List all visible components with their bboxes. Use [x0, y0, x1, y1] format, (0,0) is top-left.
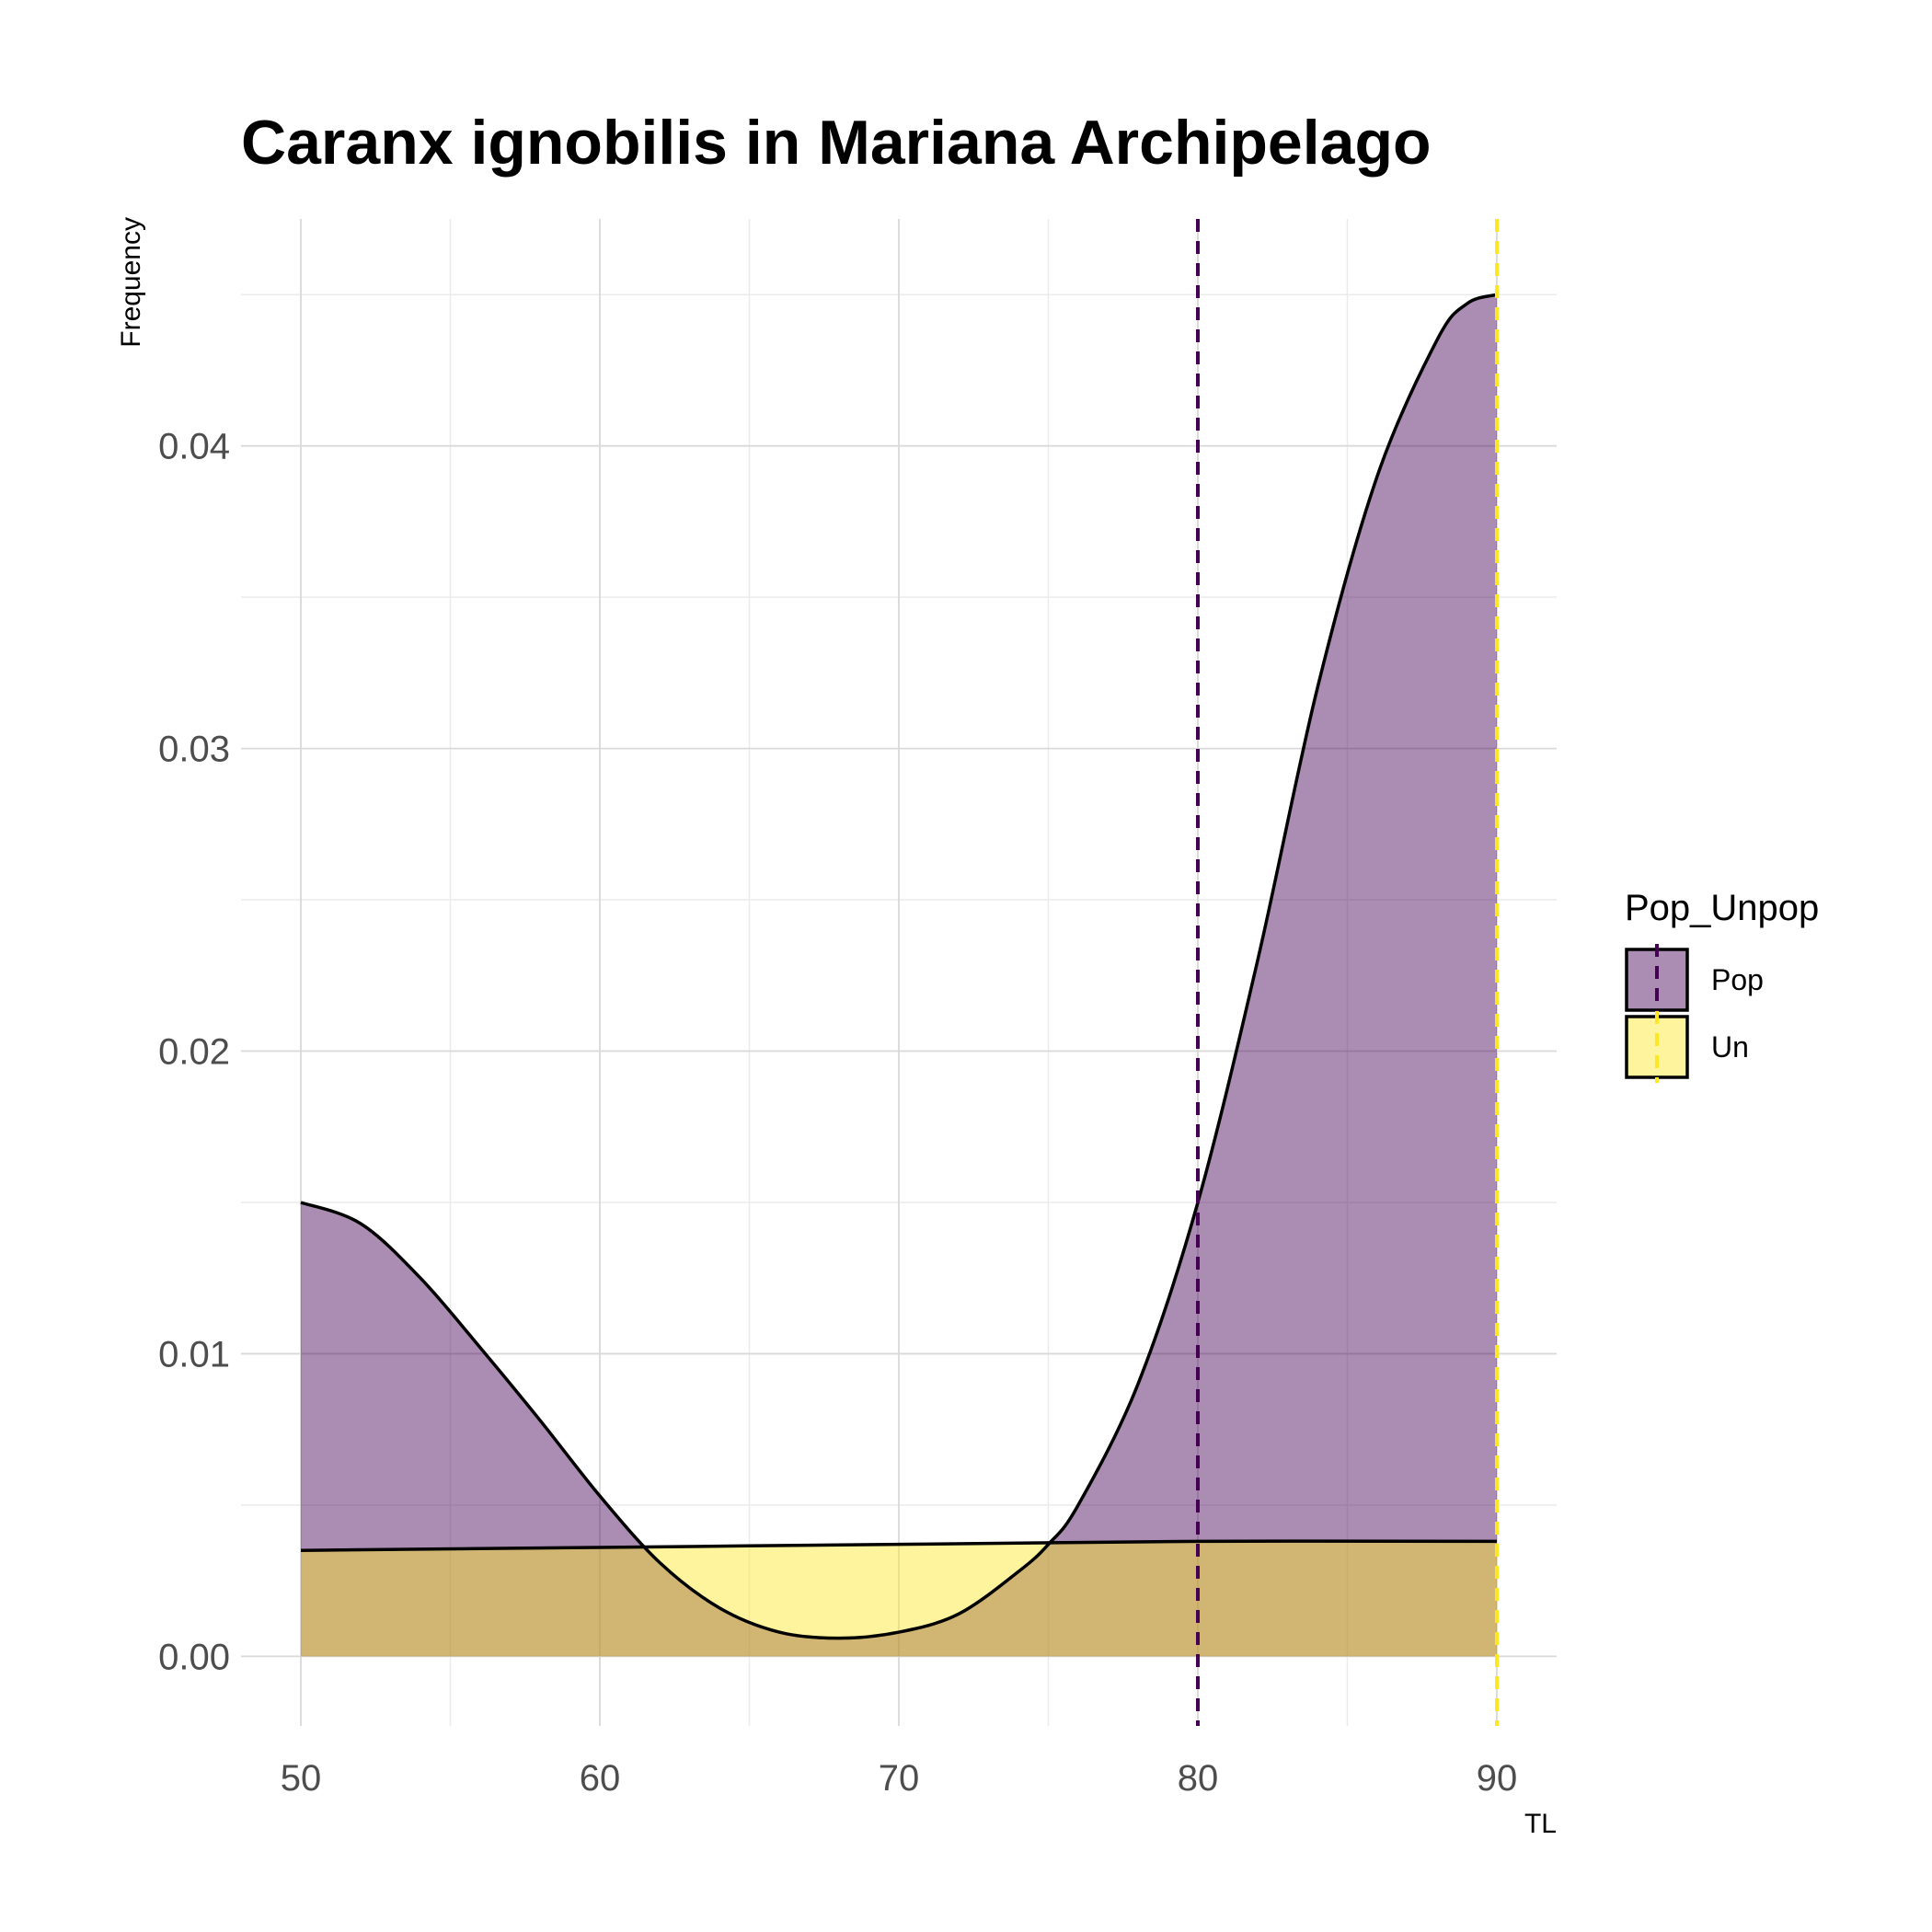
y-tick-label: 0.04 [158, 427, 230, 467]
x-tick-label: 50 [281, 1758, 322, 1799]
density-area-un [301, 1541, 1497, 1657]
y-axis-title: Frequency [116, 217, 146, 348]
legend: Pop_Unpop Pop Un [1625, 888, 1819, 1083]
legend-label-un: Un [1711, 1030, 1749, 1064]
x-axis-title: TL [1524, 1809, 1557, 1839]
y-tick-label: 0.03 [158, 730, 230, 770]
density-curve-pop [300, 293, 1498, 1640]
y-tick-label: 0.02 [158, 1032, 230, 1073]
x-tick-label: 90 [1477, 1758, 1518, 1799]
x-tick-label: 80 [1178, 1758, 1219, 1799]
legend-key-un [1625, 1015, 1689, 1079]
x-tick-label: 60 [580, 1758, 621, 1799]
density-area-pop [301, 294, 1497, 1657]
x-tick-label: 70 [879, 1758, 920, 1799]
y-tick-label: 0.00 [158, 1637, 230, 1677]
legend-label-pop: Pop [1711, 963, 1764, 996]
chart-title: Caranx ignobilis in Mariana Archipelago [241, 108, 1432, 178]
density-curve-un [300, 1539, 1498, 1552]
y-tick-label: 0.01 [158, 1334, 230, 1374]
legend-title: Pop_Unpop [1625, 888, 1819, 928]
mean-lines [1196, 219, 1499, 1726]
axis-ticks: 50 60 70 80 90 0.00 0.01 0.02 0.03 0.04 [158, 427, 1517, 1799]
legend-key-pop [1625, 948, 1689, 1012]
